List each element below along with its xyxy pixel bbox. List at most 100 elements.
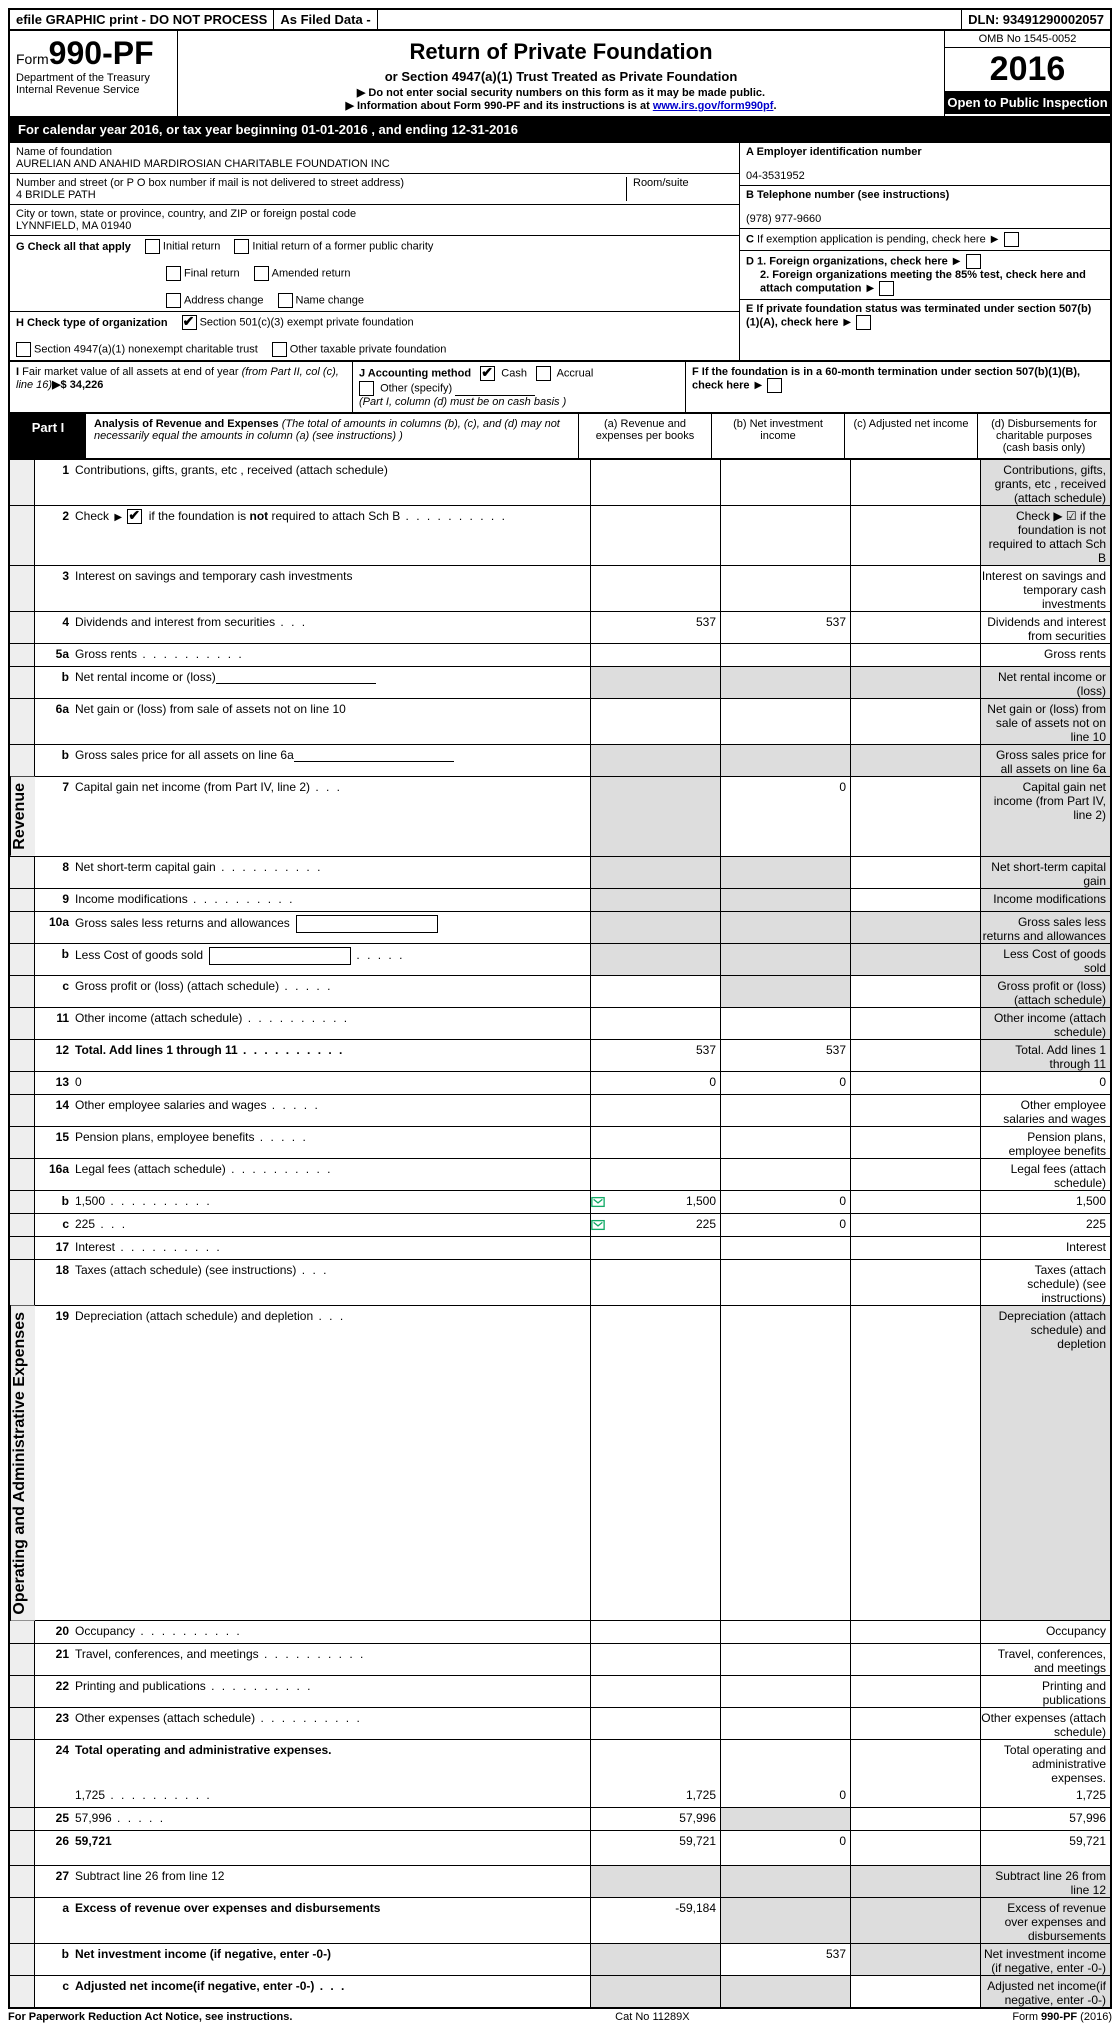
grid-row: 1,7251,72501,725 (10, 1785, 1110, 1808)
vspacer (10, 976, 35, 1007)
line-number: 5a (35, 644, 75, 666)
h-opt-501c3[interactable]: Section 501(c)(3) exempt private foundat… (182, 315, 414, 330)
line-number: 3 (35, 566, 75, 611)
col-d: Subtract line 26 from line 12 (980, 1866, 1110, 1897)
col-d: Interest (980, 1237, 1110, 1259)
col-a (590, 1008, 720, 1039)
col-d: 59,721 (980, 1831, 1110, 1865)
col-c (850, 612, 980, 643)
col-c (850, 1740, 980, 1785)
city-value: LYNNFIELD, MA 01940 (16, 220, 131, 232)
tax-year: 2016 (945, 48, 1110, 91)
col-c (850, 1040, 980, 1071)
line-number: 22 (35, 1676, 75, 1707)
grid-row: 8Net short-term capital gainNet short-te… (10, 857, 1110, 889)
col-b (720, 1095, 850, 1126)
ein-label: A Employer identification number (746, 146, 922, 158)
grid-row: 12Total. Add lines 1 through 11537537Tot… (10, 1040, 1110, 1072)
part1-label: Part I (10, 414, 86, 458)
col-b (720, 644, 850, 666)
f-checkbox[interactable] (767, 378, 782, 393)
col-c (850, 1621, 980, 1643)
h-opt-other[interactable]: Other taxable private foundation (272, 342, 447, 357)
col-d: Other expenses (attach schedule) (980, 1708, 1110, 1739)
g-opt-final[interactable]: Final return (166, 266, 240, 281)
line-desc: Interest (75, 1237, 590, 1259)
col-a (590, 1644, 720, 1675)
col-b (720, 1008, 850, 1039)
vspacer (10, 889, 35, 911)
form-title: Return of Private Foundation (188, 39, 934, 65)
e-checkbox[interactable] (856, 315, 871, 330)
line-number: 1 (35, 460, 75, 505)
j-accrual: Accrual (557, 367, 594, 379)
g-opt-amended[interactable]: Amended return (254, 266, 351, 281)
col-d: Adjusted net income(if negative, enter -… (980, 1976, 1110, 2007)
line-number: 21 (35, 1644, 75, 1675)
line-number: 10a (35, 912, 75, 943)
col-a: 0 (590, 1072, 720, 1094)
phone-label: B Telephone number (see instructions) (746, 189, 949, 201)
instructions-link[interactable]: www.irs.gov/form990pf (653, 100, 774, 112)
line-desc: Interest on savings and temporary cash i… (75, 566, 590, 611)
part1-desc: Analysis of Revenue and Expenses (The to… (86, 414, 579, 458)
col-c (850, 1866, 980, 1897)
info-left: Name of foundation AURELIAN AND ANAHID M… (10, 143, 739, 360)
vspacer (10, 644, 35, 666)
vspacer (10, 1866, 35, 1897)
col-a (590, 976, 720, 1007)
vspacer (10, 506, 35, 565)
grid-row: 11Other income (attach schedule)Other in… (10, 1008, 1110, 1040)
grid-row: 14Other employee salaries and wagesOther… (10, 1095, 1110, 1127)
asfiled-label: As Filed Data - (274, 10, 377, 29)
line-desc: Depreciation (attach schedule) and deple… (75, 1306, 590, 1621)
line-desc: Taxes (attach schedule) (see instruction… (75, 1260, 590, 1305)
line-number: 11 (35, 1008, 75, 1039)
col-d: 225 (980, 1214, 1110, 1236)
grid-row: b Net investment income (if negative, ent… (10, 1944, 1110, 1976)
g-opt-address[interactable]: Address change (166, 293, 264, 308)
g-opt-initial[interactable]: Initial return (145, 239, 220, 254)
j-other-checkbox[interactable] (359, 381, 374, 396)
vspacer (10, 1191, 35, 1213)
col-a (590, 889, 720, 911)
col-d: Net investment income (if negative, ente… (980, 1944, 1110, 1975)
d2-checkbox[interactable] (879, 281, 894, 296)
col-b: 0 (720, 1214, 850, 1236)
j-accrual-checkbox[interactable] (536, 366, 551, 381)
col-b: 537 (720, 612, 850, 643)
j-cash-checkbox[interactable] (480, 366, 495, 381)
col-d: Dividends and interest from securities (980, 612, 1110, 643)
col-b (720, 1127, 850, 1158)
line-number: b (35, 1944, 75, 1975)
footer-left: For Paperwork Reduction Act Notice, see … (8, 2011, 292, 2023)
j-cash: Cash (501, 367, 527, 379)
line-number: 8 (35, 857, 75, 888)
grid-row: 2557,99657,99657,996 (10, 1808, 1110, 1831)
ein-row: A Employer identification number 04-3531… (740, 143, 1110, 186)
col-c (850, 745, 980, 776)
line-desc: Check if the foundation is not required … (75, 506, 590, 565)
col-c (850, 1831, 980, 1865)
part1-title: Analysis of Revenue and Expenses (94, 418, 279, 430)
col-b (720, 1866, 850, 1897)
h-opt-4947[interactable]: Section 4947(a)(1) nonexempt charitable … (16, 342, 258, 357)
col-a (590, 1866, 720, 1897)
grid-row: 24Total operating and administrative exp… (10, 1740, 1110, 1785)
vspacer (10, 1944, 35, 1975)
c-checkbox[interactable] (1004, 232, 1019, 247)
g-opt-name[interactable]: Name change (278, 293, 365, 308)
ein-value: 04-3531952 (746, 170, 805, 182)
col-d: 1,500 (980, 1191, 1110, 1213)
vspacer (10, 1976, 35, 2007)
footer: For Paperwork Reduction Act Notice, see … (8, 2009, 1112, 2023)
col-d: Contributions, gifts, grants, etc , rece… (980, 460, 1110, 505)
grid-row: 22Printing and publicationsPrinting and … (10, 1676, 1110, 1708)
d1-checkbox[interactable] (966, 254, 981, 269)
topbar-spacer (378, 10, 962, 29)
col-a (590, 699, 720, 744)
g-opt-initial-former[interactable]: Initial return of a former public charit… (234, 239, 433, 254)
c-label: If exemption application is pending, che… (757, 233, 986, 245)
col-a (590, 1676, 720, 1707)
d1-label: D 1. Foreign organizations, check here (746, 255, 948, 267)
